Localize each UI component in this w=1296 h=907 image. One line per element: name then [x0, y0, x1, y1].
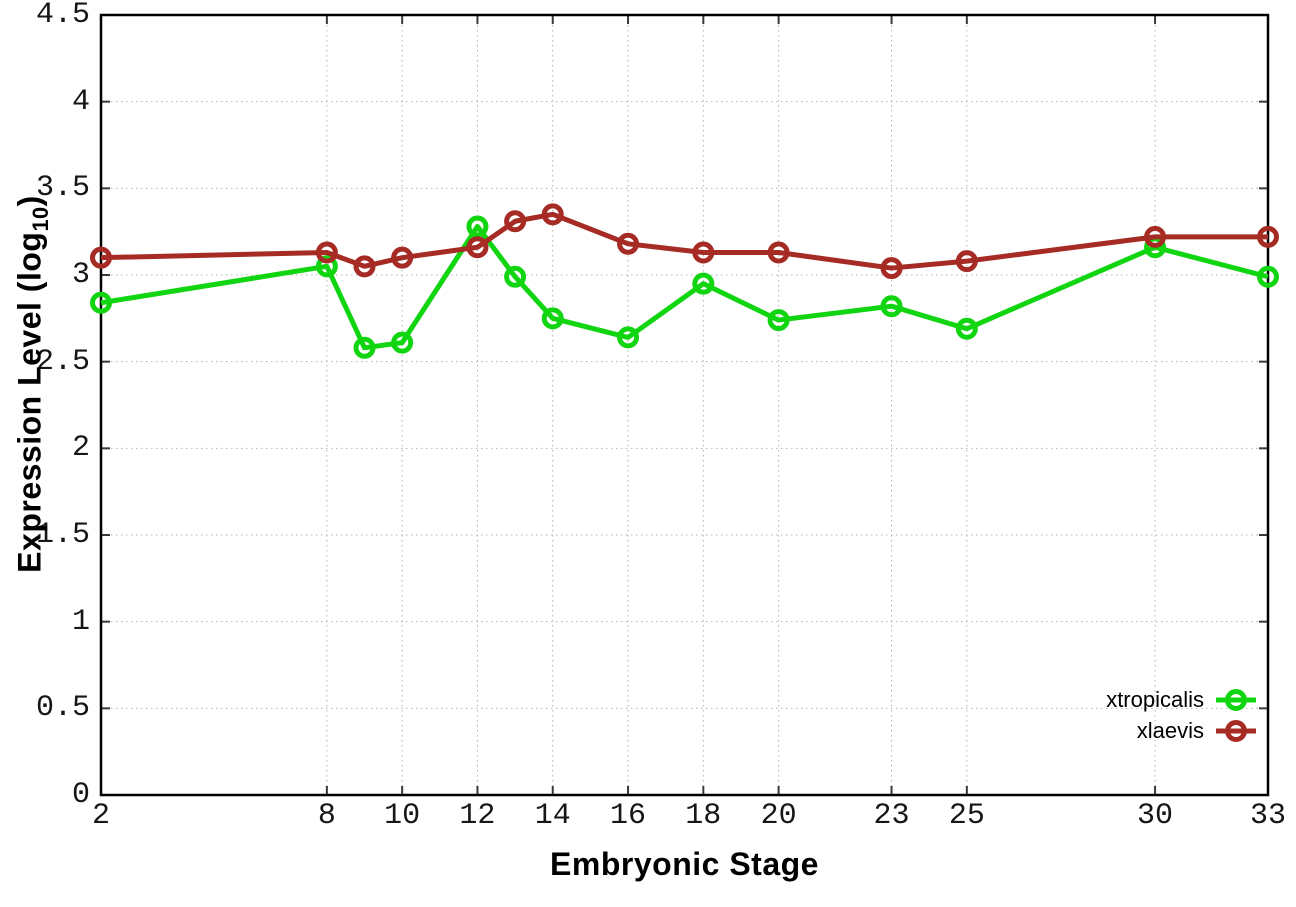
data-point-xlaevis: [1257, 225, 1279, 248]
y-tick-label: 2: [71, 431, 90, 466]
data-point-xlaevis: [1144, 225, 1167, 248]
x-tick-label: 25: [948, 799, 985, 833]
series-line-xlaevis: [100, 211, 1268, 271]
data-point-xlaevis: [692, 241, 715, 264]
data-point-xtropicalis: [617, 326, 640, 349]
x-tick-label: 8: [317, 799, 336, 833]
data-point-xtropicalis: [504, 265, 527, 288]
data-point-xlaevis: [504, 210, 527, 233]
x-tick-label: 12: [459, 799, 496, 833]
y-tick-label: 1: [71, 604, 90, 639]
data-point-xtropicalis: [90, 291, 112, 314]
x-tick-label: 30: [1137, 799, 1174, 833]
data-point-xlaevis: [541, 203, 564, 226]
data-point-xlaevis: [955, 250, 978, 273]
y-axis-title-text: Expression Level (log: [11, 231, 48, 573]
y-tick-label: 1.5: [35, 518, 90, 552]
legend-label-xlaevis: xlaevis: [1136, 717, 1204, 743]
data-point-xlaevis: [315, 241, 338, 264]
data-point-xlaevis: [466, 236, 489, 259]
legend-item-xlaevis: xlaevis: [1106, 715, 1258, 746]
y-tick-label: 3: [71, 258, 90, 292]
data-point-xtropicalis: [767, 309, 790, 332]
legend-point-xlaevis: [1225, 719, 1247, 742]
data-point-xlaevis: [391, 246, 414, 269]
y-axis-title-suffix: ): [11, 195, 48, 207]
y-axis-title: Expression Level (log10): [11, 195, 53, 573]
x-tick-label: 23: [873, 799, 910, 833]
legend-point-xtropicalis: [1225, 688, 1247, 711]
data-point-xtropicalis: [353, 336, 376, 359]
x-tick-label: 16: [610, 799, 647, 833]
data-point-xlaevis: [90, 246, 112, 269]
data-point-xlaevis: [617, 232, 640, 255]
y-tick-label: 4: [71, 84, 90, 119]
legend-marker-xtropicalis: [1216, 688, 1256, 711]
data-point-xtropicalis: [955, 317, 978, 340]
data-point-xtropicalis: [466, 215, 489, 238]
y-tick-label: 0.5: [35, 691, 90, 726]
x-tick-label: 10: [384, 799, 421, 833]
y-tick-label: 2.5: [35, 344, 90, 379]
data-point-xtropicalis: [391, 331, 414, 354]
legend-marker-xlaevis: [1216, 719, 1256, 742]
x-tick-label: 2: [91, 799, 110, 833]
data-point-xtropicalis: [315, 255, 338, 278]
y-tick-label: 0: [71, 778, 90, 812]
x-tick-label: 14: [534, 799, 571, 833]
x-tick-label: 18: [685, 799, 722, 833]
data-point-xlaevis: [353, 255, 376, 278]
y-axis-title-subscript: 10: [27, 206, 53, 232]
legend-item-xtropicalis: xtropicalis: [1106, 684, 1258, 715]
x-tick-label: 33: [1249, 799, 1286, 833]
data-point-xlaevis: [767, 241, 790, 264]
y-tick-label: 4.5: [35, 0, 90, 32]
legend: xtropicalis xlaevis: [1106, 684, 1258, 746]
data-point-xlaevis: [880, 257, 903, 280]
plot-border: [99, 13, 1270, 797]
x-axis-title: Embryonic Stage: [550, 846, 819, 882]
data-point-xtropicalis: [1257, 265, 1279, 288]
x-tick-label: 20: [760, 799, 797, 833]
data-point-xtropicalis: [880, 295, 903, 318]
y-tick-label: 3.5: [35, 171, 90, 206]
data-point-xtropicalis: [692, 272, 715, 295]
data-point-xtropicalis: [541, 307, 564, 330]
legend-label-xtropicalis: xtropicalis: [1106, 686, 1204, 712]
